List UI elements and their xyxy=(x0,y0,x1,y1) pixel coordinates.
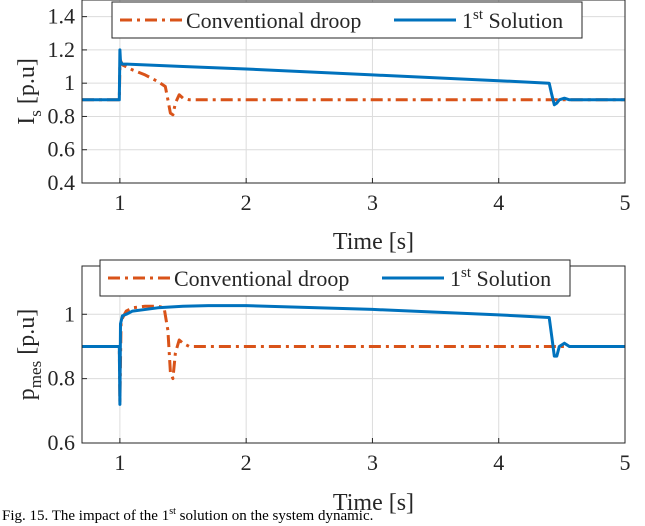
x-tick-label: 2 xyxy=(241,190,252,215)
legend-solution-main: 1 xyxy=(450,266,461,291)
x-tick-label: 4 xyxy=(493,190,504,215)
axes-box xyxy=(81,0,626,184)
x-tick-label: 5 xyxy=(620,450,631,475)
series-line xyxy=(82,48,625,107)
legend-solution-sup: st xyxy=(461,265,472,281)
x-tick-label: 4 xyxy=(493,450,504,475)
legend-label-droop: Conventional droop xyxy=(186,8,361,33)
caption-suffix: solution on the system dynamic. xyxy=(175,508,374,524)
legend-solution-rest: Solution xyxy=(471,266,551,291)
x-tick-label: 5 xyxy=(620,190,631,215)
y-label-main: I xyxy=(14,117,40,125)
caption-sup: st xyxy=(169,506,176,517)
x-tick-label: 3 xyxy=(367,190,378,215)
legend-solution-sup: st xyxy=(473,7,484,23)
series-line xyxy=(82,304,625,406)
y-label-subscript: mes xyxy=(26,361,45,388)
series-line xyxy=(82,58,625,117)
y-label-unit: [p.u] xyxy=(14,309,40,361)
y-tick-label: 0.4 xyxy=(48,170,76,195)
legend-label-solution: 1st Solution xyxy=(462,7,563,33)
y-tick-label: 1.4 xyxy=(48,4,76,29)
y-tick-label: 1 xyxy=(64,70,75,95)
plot-power: 1 2 3 4 5 0.6 0.8 1 Time [s] pmes [p.u] Convention… xyxy=(14,259,631,516)
x-tick-label: 2 xyxy=(241,450,252,475)
y-tick-label: 0.6 xyxy=(48,137,76,162)
x-tick-label: 1 xyxy=(114,450,125,475)
y-tick-label: 0.8 xyxy=(48,366,76,391)
legend-solution-main: 1 xyxy=(462,8,473,33)
x-axis-label: Time [s] xyxy=(333,490,414,516)
y-label-subscript: s xyxy=(26,110,45,117)
series-line xyxy=(82,304,625,403)
x-axis-label: Time [s] xyxy=(333,229,414,255)
y-axis-label: pmes [p.u] xyxy=(14,309,45,400)
y-tick-label: 1.2 xyxy=(48,37,76,62)
legend-solution-rest: Solution xyxy=(483,8,563,33)
caption-prefix: Fig. 15. The impact of the 1 xyxy=(2,508,170,524)
y-tick-label: 0.8 xyxy=(48,103,76,128)
plot-current: 1 2 3 4 5 0.4 0.6 0.8 1 1.2 1.4 Time [s] Is [p.u] Con… xyxy=(14,0,631,255)
x-tick-label: 1 xyxy=(114,190,125,215)
y-label-unit: [p.u] xyxy=(14,58,40,110)
x-tick-label: 3 xyxy=(367,450,378,475)
figure-caption: Fig. 15. The impact of the 1st solution … xyxy=(2,506,373,525)
legend-label-droop: Conventional droop xyxy=(174,266,349,291)
y-label-main: p xyxy=(14,388,40,400)
legend-box xyxy=(111,1,583,39)
y-tick-label: 1 xyxy=(64,301,75,326)
y-tick-label: 0.6 xyxy=(48,430,76,455)
legend-label-solution: 1st Solution xyxy=(450,265,551,291)
y-axis-label: Is [p.u] xyxy=(14,58,45,125)
legend-box xyxy=(99,259,571,297)
